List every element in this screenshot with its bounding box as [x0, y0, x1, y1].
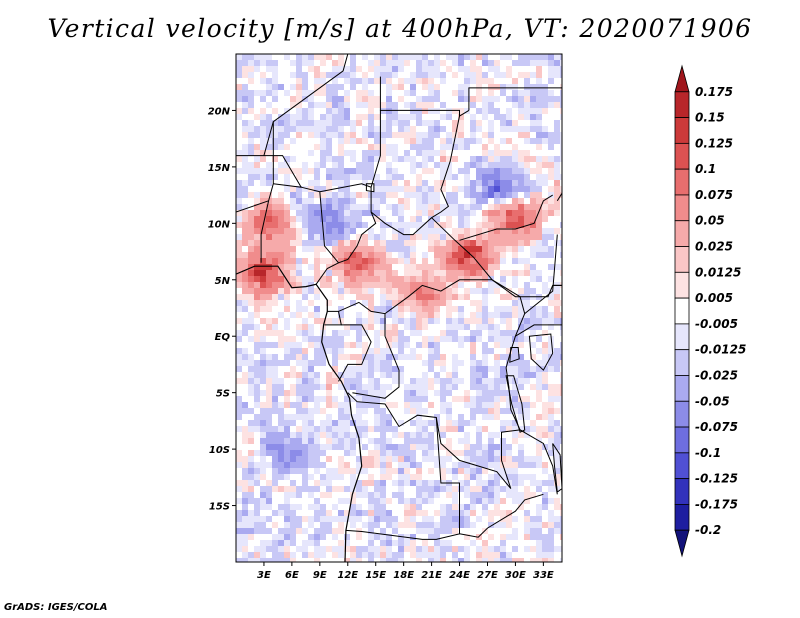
lake-outline — [552, 443, 562, 493]
colorbar-swatch — [674, 64, 690, 93]
lat-label: 10N — [208, 219, 231, 230]
longitude-axis: 3E 6E 9E 12E 15E 18E 21E 24E 27E 30E 33E — [257, 562, 554, 581]
colorbar-swatch — [674, 297, 690, 325]
lat-label: EQ — [215, 332, 231, 343]
map-title: Vertical velocity [m/s] at 400hPa, VT: 2… — [47, 14, 753, 43]
lon-label: 33E — [533, 570, 554, 581]
lat-label: 5S — [216, 389, 230, 400]
lat-label: 10S — [209, 445, 230, 456]
colorbar-swatch — [674, 246, 690, 273]
colorbar-label: -0.075 — [695, 420, 738, 434]
colorbar-label: -0.1 — [695, 446, 721, 460]
colorbar-swatch — [674, 323, 690, 351]
lon-label: 27E — [477, 570, 498, 581]
lon-label: 18E — [393, 570, 414, 581]
border-line — [556, 192, 562, 202]
colorbar-label: 0.15 — [695, 111, 725, 125]
border-line — [236, 121, 274, 213]
colorbar-label: -0.0125 — [695, 343, 746, 357]
lat-label: 15N — [208, 163, 231, 174]
map-frame — [235, 53, 563, 563]
colorbar-label: -0.125 — [695, 472, 738, 486]
lat-label: 20N — [208, 106, 231, 117]
colorbar-swatch — [674, 142, 690, 170]
colorbar: 0.175 0.15 0.125 0.1 0.075 0.05 0.025 0.0125 0.0… — [674, 64, 746, 558]
colorbar-label: -0.005 — [695, 317, 738, 331]
lake-outline — [505, 375, 526, 433]
colorbar-label: 0.025 — [695, 240, 733, 254]
border-line — [263, 155, 302, 188]
colorbar-swatch — [674, 426, 690, 454]
colorbar-label: 0.175 — [695, 85, 733, 99]
colorbar-label: -0.025 — [695, 368, 738, 382]
border-line — [519, 429, 558, 495]
colorbar-swatch — [674, 452, 690, 480]
lon-label: 3E — [257, 570, 271, 581]
colorbar-label: 0.05 — [695, 214, 725, 228]
colorbar-swatch — [674, 400, 690, 428]
colorbar-label: -0.05 — [695, 394, 730, 408]
colorbar-label: -0.175 — [695, 497, 738, 511]
border-line — [459, 194, 553, 241]
lon-label: 30E — [505, 570, 526, 581]
lake-outline — [509, 347, 520, 363]
colorbar-swatch — [674, 117, 690, 144]
border-line — [491, 274, 562, 298]
border-line — [315, 187, 377, 285]
border-line — [345, 417, 460, 540]
colorbar-swatch — [674, 478, 690, 505]
colorbar-swatch — [674, 349, 690, 376]
colorbar-swatch — [674, 529, 690, 558]
colorbar-swatch — [674, 504, 690, 531]
border-line — [459, 493, 544, 538]
colorbar-swatch — [674, 220, 690, 247]
velocity-field — [236, 54, 562, 562]
grads-credit: GrADS: IGES/COLA — [4, 602, 108, 613]
colorbar-swatch — [674, 194, 690, 222]
lake-outline — [528, 333, 554, 371]
coastline — [236, 265, 363, 562]
colorbar-swatch — [674, 168, 690, 196]
border-line — [524, 234, 558, 314]
colorbar-label: 0.075 — [695, 188, 733, 202]
lon-label: 6E — [285, 570, 299, 581]
latitude-axis: 20N 15N 10N 5N EQ 5S 10S 15S — [208, 106, 236, 513]
border-line — [327, 217, 494, 315]
lon-label: 9E — [313, 570, 327, 581]
border-line — [491, 279, 526, 433]
colorbar-swatch — [674, 91, 690, 118]
lon-label: 24E — [449, 570, 470, 581]
border-line — [260, 200, 270, 263]
colorbar-swatch — [674, 375, 690, 402]
country-borders — [236, 54, 562, 562]
lat-label: 5N — [215, 276, 231, 287]
lat-label: 15S — [209, 502, 230, 513]
border-line — [370, 109, 470, 236]
colorbar-swatch — [674, 271, 690, 299]
border-line — [352, 313, 400, 399]
lon-label: 15E — [365, 570, 386, 581]
lake-outline — [365, 183, 375, 193]
colorbar-label: 0.005 — [695, 291, 733, 305]
colorbar-label: 0.0125 — [695, 265, 741, 279]
lon-label: 21E — [421, 570, 442, 581]
colorbar-label: 0.125 — [695, 136, 733, 150]
colorbar-label: 0.1 — [695, 162, 716, 176]
border-line — [338, 324, 372, 382]
colorbar-label: -0.2 — [695, 523, 721, 537]
border-line — [347, 392, 521, 489]
border-line — [319, 191, 339, 264]
border-line — [468, 87, 562, 111]
lon-label: 12E — [337, 570, 358, 581]
